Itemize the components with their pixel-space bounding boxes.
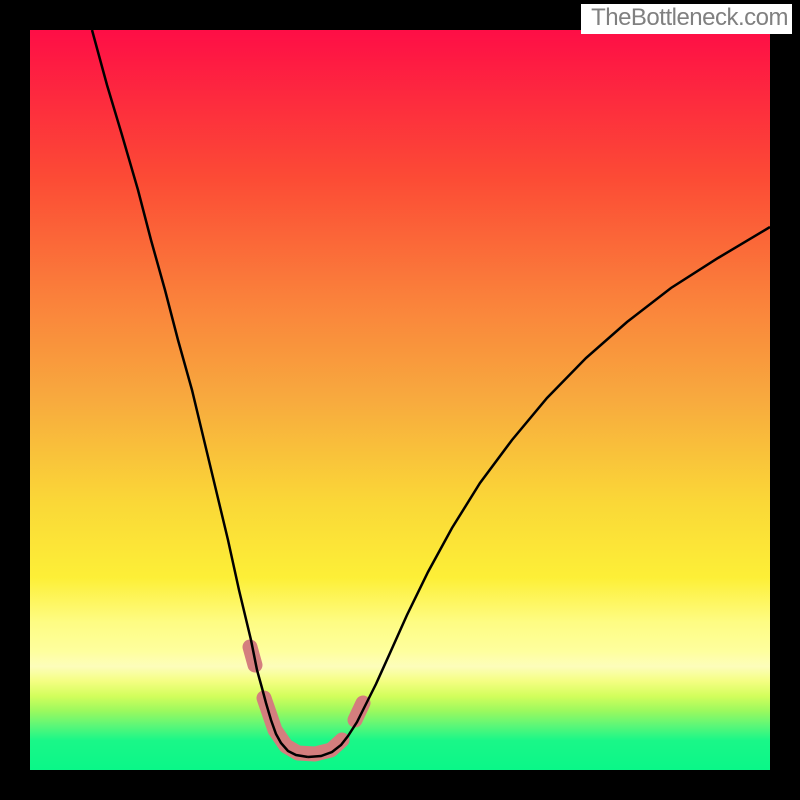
watermark-label: TheBottleneck.com — [581, 4, 792, 34]
chart-svg — [0, 0, 800, 800]
chart-frame: TheBottleneck.com — [0, 0, 800, 800]
plot-background — [30, 30, 770, 770]
